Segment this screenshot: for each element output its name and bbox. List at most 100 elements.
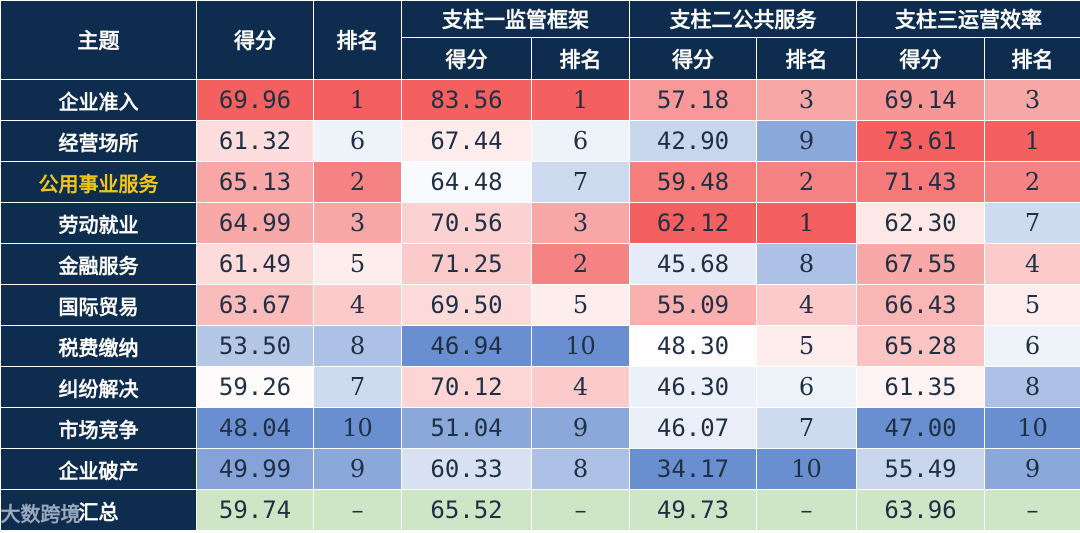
cell-pillar-3-score: 67.55 [856, 243, 985, 285]
cell-pillar-3-rank: 4 [984, 243, 1080, 285]
cell-total-rank: 8 [313, 325, 402, 367]
row-label: 企业准入 [0, 79, 197, 121]
table-row: 市场竞争 48.04 10 51.04 9 46.07 7 47.00 10 [0, 407, 1080, 449]
cell-pillar-2-rank: 10 [756, 448, 857, 490]
cell-pillar-2-rank: – [756, 489, 857, 531]
cell-pillar-1-rank: 10 [531, 325, 630, 367]
table-row: 经营场所 61.32 6 67.44 6 42.90 9 73.61 1 [0, 120, 1080, 162]
row-label: 经营场所 [0, 120, 197, 162]
row-label: 劳动就业 [0, 202, 197, 244]
cell-pillar-1-score: 69.50 [401, 284, 532, 326]
row-label: 国际贸易 [0, 284, 197, 326]
cell-pillar-3-score: 61.35 [856, 366, 985, 408]
cell-pillar-3-score: 47.00 [856, 407, 985, 449]
row-label: 企业破产 [0, 448, 197, 490]
header-rank: 排名 [313, 0, 402, 80]
cell-pillar-2-score: 49.73 [629, 489, 757, 531]
table-row: 纠纷解决 59.26 7 70.12 4 46.30 6 61.35 8 [0, 366, 1080, 408]
cell-pillar-3-rank: 3 [984, 79, 1080, 121]
cell-pillar-2-score: 34.17 [629, 448, 757, 490]
cell-total-score: 64.99 [196, 202, 314, 244]
cell-total-rank: 5 [313, 243, 402, 285]
cell-pillar-3-rank: 1 [984, 120, 1080, 162]
cell-pillar-1-score: 60.33 [401, 448, 532, 490]
cell-pillar-1-rank: 1 [531, 79, 630, 121]
cell-pillar-3-score: 65.28 [856, 325, 985, 367]
cell-pillar-2-rank: 9 [756, 120, 857, 162]
cell-total-score: 61.49 [196, 243, 314, 285]
cell-total-score: 63.67 [196, 284, 314, 326]
header-score: 得分 [196, 0, 314, 80]
cell-total-rank: 2 [313, 161, 402, 203]
cell-total-score: 69.96 [196, 79, 314, 121]
cell-total-score: 59.74 [196, 489, 314, 531]
cell-total-rank: 1 [313, 79, 402, 121]
cell-total-rank: 6 [313, 120, 402, 162]
cell-pillar-1-rank: – [531, 489, 630, 531]
row-label: 纠纷解决 [0, 366, 197, 408]
cell-pillar-2-rank: 3 [756, 79, 857, 121]
cell-pillar-1-rank: 6 [531, 120, 630, 162]
summary-label-cell: 汇总 大数跨境 [0, 489, 197, 531]
table-body: 企业准入 69.96 1 83.56 1 57.18 3 69.14 3 经营场… [0, 79, 1080, 531]
cell-pillar-1-rank: 3 [531, 202, 630, 244]
cell-pillar-2-score: 46.30 [629, 366, 757, 408]
cell-pillar-3-score: 71.43 [856, 161, 985, 203]
header-pillar-2: 支柱二公共服务 [629, 0, 857, 39]
cell-pillar-3-rank: 7 [984, 202, 1080, 244]
cell-pillar-2-rank: 2 [756, 161, 857, 203]
cell-pillar-1-score: 46.94 [401, 325, 532, 367]
cell-pillar-2-score: 57.18 [629, 79, 757, 121]
header-pillar-2-score: 得分 [629, 37, 757, 80]
cell-total-rank: – [313, 489, 402, 531]
cell-pillar-2-rank: 7 [756, 407, 857, 449]
header-pillar-1-rank: 排名 [531, 37, 630, 80]
cell-pillar-3-score: 55.49 [856, 448, 985, 490]
table-row: 企业破产 49.99 9 60.33 8 34.17 10 55.49 9 [0, 448, 1080, 490]
cell-pillar-1-rank: 9 [531, 407, 630, 449]
cell-pillar-2-score: 48.30 [629, 325, 757, 367]
cell-pillar-1-score: 67.44 [401, 120, 532, 162]
cell-pillar-2-score: 59.48 [629, 161, 757, 203]
cell-pillar-3-score: 66.43 [856, 284, 985, 326]
cell-pillar-1-score: 65.52 [401, 489, 532, 531]
cell-pillar-2-rank: 8 [756, 243, 857, 285]
cell-total-score: 49.99 [196, 448, 314, 490]
cell-pillar-2-rank: 5 [756, 325, 857, 367]
cell-pillar-3-score: 63.96 [856, 489, 985, 531]
cell-pillar-1-score: 70.56 [401, 202, 532, 244]
cell-total-score: 53.50 [196, 325, 314, 367]
summary-label-wrap: 汇总 大数跨境 [2, 496, 119, 526]
table-row: 公用事业服务 65.13 2 64.48 7 59.48 2 71.43 2 [0, 161, 1080, 203]
header-pillar-3-score: 得分 [856, 37, 985, 80]
cell-total-score: 61.32 [196, 120, 314, 162]
cell-total-rank: 3 [313, 202, 402, 244]
header-pillar-1-score: 得分 [401, 37, 532, 80]
summary-label: 汇总 [78, 499, 119, 524]
cell-pillar-1-rank: 8 [531, 448, 630, 490]
table-row: 劳动就业 64.99 3 70.56 3 62.12 1 62.30 7 [0, 202, 1080, 244]
cell-pillar-2-rank: 4 [756, 284, 857, 326]
cell-pillar-1-score: 51.04 [401, 407, 532, 449]
cell-pillar-3-score: 62.30 [856, 202, 985, 244]
cell-pillar-1-rank: 5 [531, 284, 630, 326]
cell-pillar-1-rank: 4 [531, 366, 630, 408]
header-pillar-2-rank: 排名 [756, 37, 857, 80]
cell-total-rank: 10 [313, 407, 402, 449]
row-label: 税费缴纳 [0, 325, 197, 367]
cell-pillar-2-rank: 6 [756, 366, 857, 408]
table-row: 企业准入 69.96 1 83.56 1 57.18 3 69.14 3 [0, 79, 1080, 121]
table-row: 税费缴纳 53.50 8 46.94 10 48.30 5 65.28 6 [0, 325, 1080, 367]
cell-pillar-3-rank: 2 [984, 161, 1080, 203]
cell-pillar-3-rank: 6 [984, 325, 1080, 367]
cell-pillar-3-rank: 5 [984, 284, 1080, 326]
cell-total-score: 65.13 [196, 161, 314, 203]
row-label: 金融服务 [0, 243, 197, 285]
cell-pillar-2-score: 55.09 [629, 284, 757, 326]
cell-pillar-1-score: 64.48 [401, 161, 532, 203]
header-pillar-3-rank: 排名 [984, 37, 1080, 80]
cell-pillar-1-rank: 2 [531, 243, 630, 285]
cell-pillar-2-score: 62.12 [629, 202, 757, 244]
header-pillar-3: 支柱三运营效率 [856, 0, 1080, 39]
